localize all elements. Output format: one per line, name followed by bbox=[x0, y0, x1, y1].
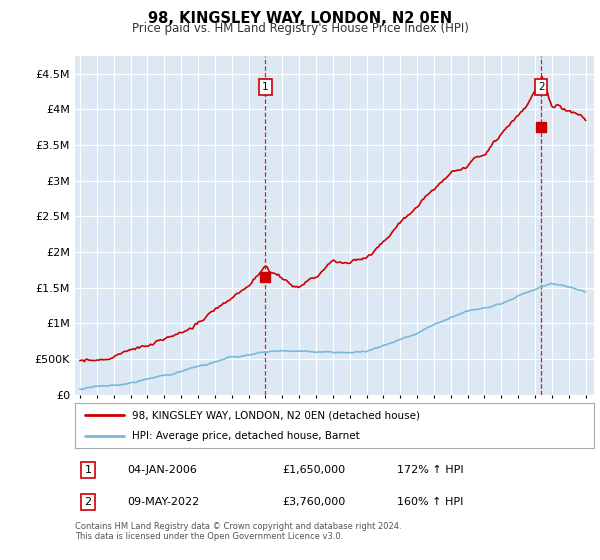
Text: 160% ↑ HPI: 160% ↑ HPI bbox=[397, 497, 463, 507]
Text: HPI: Average price, detached house, Barnet: HPI: Average price, detached house, Barn… bbox=[132, 431, 360, 441]
Text: 09-MAY-2022: 09-MAY-2022 bbox=[127, 497, 199, 507]
Text: 2: 2 bbox=[538, 82, 545, 92]
Text: 2: 2 bbox=[85, 497, 92, 507]
Text: Price paid vs. HM Land Registry's House Price Index (HPI): Price paid vs. HM Land Registry's House … bbox=[131, 22, 469, 35]
Text: 1: 1 bbox=[262, 82, 269, 92]
Text: 98, KINGSLEY WAY, LONDON, N2 0EN: 98, KINGSLEY WAY, LONDON, N2 0EN bbox=[148, 11, 452, 26]
Text: 1: 1 bbox=[85, 465, 91, 475]
Text: 98, KINGSLEY WAY, LONDON, N2 0EN (detached house): 98, KINGSLEY WAY, LONDON, N2 0EN (detach… bbox=[132, 410, 420, 421]
Text: £1,650,000: £1,650,000 bbox=[283, 465, 346, 475]
Text: 04-JAN-2006: 04-JAN-2006 bbox=[127, 465, 197, 475]
Text: £3,760,000: £3,760,000 bbox=[283, 497, 346, 507]
Text: Contains HM Land Registry data © Crown copyright and database right 2024.
This d: Contains HM Land Registry data © Crown c… bbox=[75, 522, 401, 542]
Text: 172% ↑ HPI: 172% ↑ HPI bbox=[397, 465, 463, 475]
